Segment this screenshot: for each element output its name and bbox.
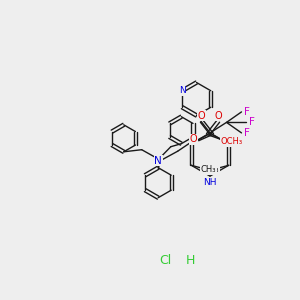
Text: N: N (154, 155, 162, 166)
Text: O: O (198, 111, 206, 121)
Text: NH: NH (203, 178, 217, 187)
Text: N: N (179, 86, 186, 95)
Text: F: F (244, 128, 250, 138)
Text: F: F (249, 117, 255, 128)
Text: Cl: Cl (159, 254, 171, 268)
Text: H: H (186, 254, 195, 268)
Text: F: F (244, 107, 250, 117)
Text: O: O (214, 111, 222, 121)
Text: CH₃: CH₃ (204, 165, 219, 174)
Text: CH₃: CH₃ (201, 165, 216, 174)
Text: O: O (190, 134, 197, 144)
Text: OCH₃: OCH₃ (221, 137, 243, 146)
